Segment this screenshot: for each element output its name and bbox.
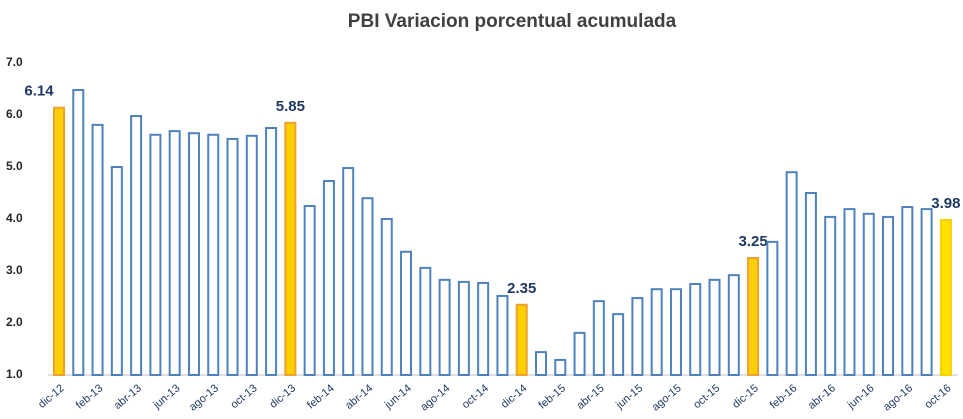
y-tick-label: 1.0	[6, 367, 23, 381]
value-label: 2.35	[507, 280, 536, 297]
x-tick-label: oct-13	[228, 382, 259, 411]
value-label: 5.85	[276, 98, 305, 115]
bar	[573, 331, 586, 377]
bar	[824, 215, 837, 376]
bar	[554, 358, 567, 377]
x-tick-label: ago-15	[650, 382, 684, 413]
bar	[535, 351, 547, 376]
x-tick-label: dic-15	[730, 382, 761, 410]
chart-title: PBI Variacion porcentual acumulada	[348, 11, 677, 32]
y-tick-label: 3.0	[6, 263, 23, 277]
bar	[322, 180, 335, 376]
bar	[766, 240, 779, 376]
x-tick-label: dic-12	[36, 382, 67, 410]
bar	[91, 123, 104, 376]
bar	[207, 133, 220, 376]
x-tick-label: jun-16	[845, 382, 877, 411]
x-tick-label: oct-14	[460, 382, 491, 411]
bar	[882, 215, 895, 376]
x-tick-label: oct-16	[923, 382, 954, 411]
x-tick-label: dic-13	[267, 382, 298, 410]
bar	[496, 294, 509, 376]
bar	[669, 288, 682, 377]
x-tick-label: abr-15	[575, 382, 607, 412]
bar	[689, 283, 702, 376]
bar	[72, 89, 85, 376]
bar	[785, 171, 798, 376]
y-tick-label: 7.0	[6, 55, 23, 69]
x-tick-label: feb-13	[74, 382, 106, 411]
bar	[53, 106, 65, 376]
value-label: 6.14	[24, 83, 54, 100]
bar	[438, 278, 451, 376]
bar	[727, 274, 740, 376]
bar	[920, 208, 933, 376]
bar	[130, 115, 143, 376]
x-tick-label: abr-13	[112, 382, 144, 412]
bar	[419, 266, 432, 377]
y-tick-label: 5.0	[6, 159, 23, 173]
bar	[457, 280, 470, 377]
bar	[843, 208, 856, 376]
y-tick-label: 2.0	[6, 315, 23, 329]
value-label: 3.25	[738, 233, 767, 250]
x-tick-label: jun-13	[151, 382, 183, 411]
y-tick-label: 6.0	[6, 107, 23, 121]
x-tick-label: ago-14	[418, 382, 452, 413]
bar	[265, 127, 278, 376]
bar	[862, 212, 875, 376]
bar	[187, 132, 200, 376]
bar	[631, 297, 644, 377]
bar	[515, 303, 528, 376]
bar	[303, 205, 316, 376]
bar	[168, 130, 181, 376]
x-tick-label: jun-15	[613, 382, 645, 411]
bar	[342, 167, 355, 376]
bar	[284, 121, 297, 376]
x-tick-label: dic-14	[499, 382, 530, 410]
bar	[149, 133, 162, 376]
value-label: 3.98	[931, 195, 960, 212]
bar	[650, 288, 663, 377]
bar	[612, 313, 625, 377]
bar	[901, 206, 914, 376]
bar	[400, 250, 413, 376]
bar	[361, 197, 374, 376]
bar	[110, 166, 123, 376]
bar	[245, 134, 258, 376]
bar	[380, 218, 393, 376]
x-tick-label: abr-16	[806, 382, 838, 412]
bar	[226, 137, 239, 376]
x-tick-label: feb-16	[768, 382, 800, 411]
bar	[747, 257, 760, 376]
x-tick-label: oct-15	[691, 382, 722, 411]
bar	[804, 192, 817, 376]
bar	[592, 300, 605, 376]
x-tick-label: feb-14	[305, 382, 337, 411]
x-tick-label: ago-16	[881, 382, 915, 413]
bar	[477, 281, 490, 376]
x-tick-label: feb-15	[536, 382, 568, 411]
y-tick-label: 4.0	[6, 211, 23, 225]
bar	[939, 219, 952, 376]
x-tick-label: abr-14	[343, 382, 375, 412]
x-tick-label: ago-13	[187, 382, 221, 413]
x-tick-label: jun-14	[382, 382, 414, 411]
bar	[708, 278, 721, 376]
